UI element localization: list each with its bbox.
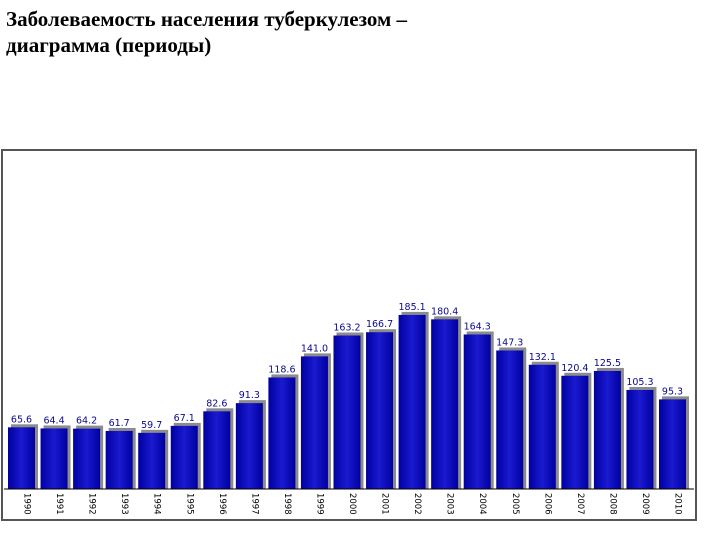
bar-value-label: 95.3 <box>662 386 683 397</box>
x-tick-label: 1992 <box>87 493 97 515</box>
bar-value-label: 59.7 <box>141 420 162 431</box>
bar-value-label: 163.2 <box>333 323 360 334</box>
bar-2010 <box>659 399 686 489</box>
x-tick-label: 1999 <box>314 493 324 515</box>
slide-title-line1: Заболеваемость населения туберкулезом – <box>6 7 408 31</box>
bar-value-label: 64.2 <box>76 416 97 427</box>
x-tick-label: 1996 <box>217 493 227 515</box>
bar-1996 <box>203 411 231 489</box>
bar-2009 <box>626 389 654 489</box>
bar-value-label: 120.4 <box>561 363 588 374</box>
bar-chart: 65.6 1990 64.4 1991 64.2 1992 61.7 1993 59.7 1994… <box>1 149 697 521</box>
x-tick-label: 1998 <box>282 493 292 515</box>
x-tick-label: 2007 <box>575 493 585 515</box>
bar-1992 <box>73 428 101 489</box>
x-tick-label: 1993 <box>119 493 129 515</box>
bar-value-label: 118.6 <box>268 364 295 375</box>
x-tick-label: 2008 <box>607 493 617 515</box>
x-tick-label: 2002 <box>412 493 422 515</box>
bar-value-label: 185.1 <box>398 302 425 313</box>
bar-2000 <box>333 335 361 489</box>
bar-2001 <box>366 332 394 489</box>
bar-2006 <box>528 364 556 489</box>
bar-value-label: 91.3 <box>239 390 260 401</box>
bar-value-label: 141.0 <box>301 343 328 354</box>
bar-2002 <box>398 314 426 489</box>
x-tick-label: 2005 <box>510 493 520 515</box>
bar-1991 <box>40 428 68 489</box>
bar-value-label: 65.6 <box>11 414 32 425</box>
bar-value-label: 61.7 <box>109 418 130 429</box>
bar-value-label: 105.3 <box>626 377 653 388</box>
bar-1994 <box>138 432 166 489</box>
bar-2008 <box>593 370 621 489</box>
bar-1993 <box>105 430 133 489</box>
x-tick-label: 2004 <box>477 493 487 515</box>
x-tick-label: 2010 <box>673 493 683 515</box>
x-tick-label: 1991 <box>54 493 64 515</box>
bar-value-label: 166.7 <box>366 319 393 330</box>
bar-value-label: 82.6 <box>206 398 227 409</box>
bar-2005 <box>496 350 524 489</box>
slide-title-line2: диаграмма (периоды) <box>6 33 212 57</box>
bar-value-label: 147.3 <box>496 337 523 348</box>
x-tick-label: 1994 <box>152 493 162 515</box>
x-tick-label: 2009 <box>640 493 650 515</box>
bar-1990 <box>8 427 35 489</box>
bar-1995 <box>170 425 198 489</box>
bar-value-label: 164.3 <box>464 321 491 332</box>
bar-value-label: 132.1 <box>529 352 556 363</box>
bar-1999 <box>300 356 328 489</box>
x-tick-label: 1995 <box>184 493 194 515</box>
x-tick-label: 1997 <box>249 493 259 515</box>
bar-2004 <box>463 334 491 489</box>
x-tick-label: 2001 <box>380 493 390 515</box>
x-tick-label: 2003 <box>445 493 455 515</box>
bar-value-label: 125.5 <box>594 358 621 369</box>
bar-1997 <box>235 403 263 489</box>
bar-value-label: 67.1 <box>174 413 195 424</box>
bar-2003 <box>431 319 459 489</box>
slide-title: Заболеваемость населения туберкулезом – … <box>6 6 606 58</box>
bar-value-label: 64.4 <box>43 415 64 426</box>
bar-value-label: 180.4 <box>431 306 458 317</box>
x-tick-label: 2006 <box>542 493 552 515</box>
x-tick-label: 1990 <box>22 493 32 515</box>
bar-2007 <box>561 375 589 489</box>
bar-1998 <box>268 377 296 489</box>
x-tick-label: 2000 <box>347 493 357 515</box>
